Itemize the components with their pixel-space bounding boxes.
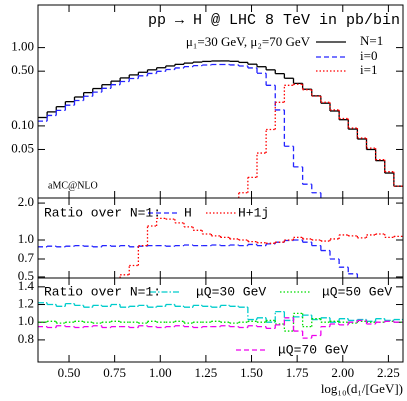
panel-label: Ratio over N=1:: [44, 205, 161, 220]
y-tick-label: 1.4: [18, 278, 35, 293]
legend-label: H: [184, 205, 192, 220]
y-tick-label: 1.0: [18, 313, 34, 328]
annotation: aMC@NLO: [48, 180, 98, 191]
chart-title: pp → H @ LHC 8 TeV in pb/bin: [148, 12, 400, 29]
legend-label: i=1: [360, 62, 377, 77]
x-tick-label: 2.00: [331, 365, 354, 380]
y-tick-label: 0.50: [11, 62, 34, 77]
panel: 1.4 1.2 1.0 0.8 0.50 0.75 1.00 1.25 1.50 1.75 2.00…: [18, 277, 404, 396]
panel: 1.00 0.50 0.10 0.05 N=1i=0i=1 pp → H @ LHC 8 …: [11, 4, 404, 199]
y-tick-label: 0.05: [11, 140, 34, 155]
series-group: [38, 217, 403, 278]
x-tick-label: 1.00: [149, 365, 172, 380]
legend-label: H+1j: [238, 205, 269, 220]
x-tick-label: 2.25: [377, 365, 400, 380]
panel-label: Ratio over N=1:: [44, 284, 161, 299]
legend-label: i=0: [360, 48, 377, 63]
y-tick-label: 0.10: [11, 117, 34, 132]
series-group: [38, 302, 403, 339]
y-tick-label: 0.5: [18, 268, 34, 283]
y-tick-label: 0.8: [18, 331, 34, 346]
y-tick-label: 1.0: [18, 231, 34, 246]
y-tick-label: 1.2: [18, 296, 34, 311]
y-tick-label: 1.00: [11, 39, 34, 54]
legend-label: N=1: [360, 33, 383, 48]
y-tick-label: 2.0: [18, 194, 34, 209]
y-tick-label: 0.7: [18, 250, 35, 265]
legend-label: μQ=70 GeV: [278, 342, 348, 357]
legend-label: μQ=50 GeV: [322, 284, 392, 299]
x-tick-label: 1.50: [240, 365, 263, 380]
x-tick-label: 1.75: [286, 365, 309, 380]
chart-subtitle: μ₁=30 GeV, μ₂=70 GeV: [186, 34, 311, 49]
panel-frame: [37, 277, 404, 363]
x-tick-label: 0.75: [103, 365, 126, 380]
panel: 2.0 1.0 0.7 0.5 H H+1j Ratio over N=1:: [18, 194, 404, 283]
x-tick-label: 0.50: [58, 365, 81, 380]
x-axis-title: log₁₀(d₁/[GeV]): [321, 381, 403, 396]
series-group: [38, 60, 403, 198]
x-tick-label: 1.25: [195, 365, 218, 380]
legend-label: μQ=30 GeV: [196, 284, 266, 299]
